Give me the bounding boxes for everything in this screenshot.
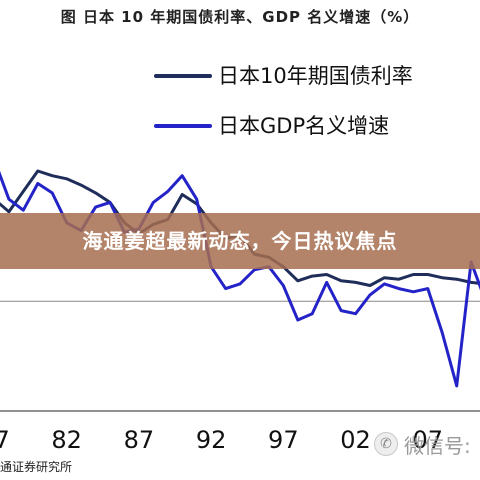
x-tick-label: 07: [412, 426, 444, 454]
x-tick-label: 87: [123, 426, 155, 454]
x-tick-label: 02: [340, 426, 371, 454]
legend-label-jgb: 日本10年期国债利率: [218, 64, 413, 88]
wechat-icon: ✆: [374, 432, 398, 456]
x-tick-label: 97: [268, 426, 299, 454]
x-tick-label: 77: [0, 426, 10, 454]
legend-swatch-jgb: [154, 74, 212, 78]
headline-banner[interactable]: 海通姜超最新动态，今日热议焦点: [0, 213, 480, 269]
source-note: 通证券研究所: [0, 460, 73, 474]
legend-label-gdp: 日本GDP名义增速: [218, 114, 390, 138]
legend-swatch-gdp: [154, 124, 212, 128]
wechat-watermark: ✆ 微信号:: [374, 428, 480, 458]
watermark-text: 微信号:: [404, 434, 471, 458]
headline-text: 海通姜超最新动态，今日热议焦点: [82, 229, 398, 253]
x-tick-label: 82: [51, 426, 82, 454]
chart-title: 图 日本 10 年期国债利率、GDP 名义增速（%）: [60, 8, 420, 26]
x-tick-label: 92: [195, 426, 227, 454]
